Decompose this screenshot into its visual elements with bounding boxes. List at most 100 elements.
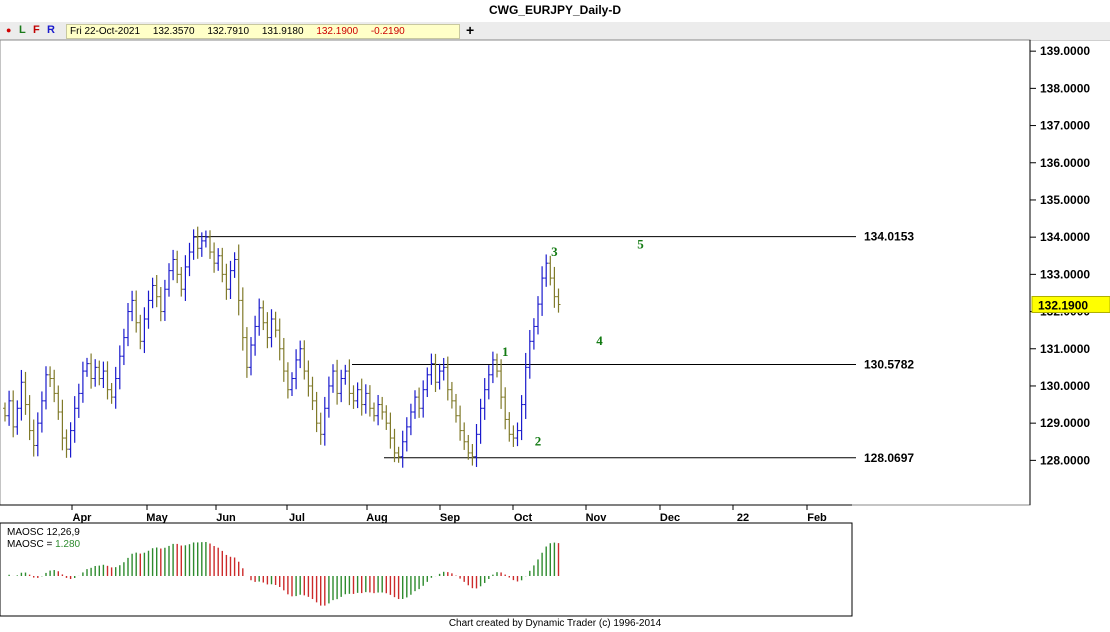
ohlc-bar <box>183 255 188 301</box>
ohlc-bar <box>536 296 540 335</box>
ohlc-bar <box>48 366 53 387</box>
ohlc-bar <box>413 390 417 419</box>
x-tick-label-2: Jun <box>216 512 236 524</box>
info-change: -0.2190 <box>370 26 405 37</box>
info-open: 132.3570 <box>152 26 195 37</box>
oscillator-bars <box>8 542 560 606</box>
ohlc-bar <box>195 226 200 259</box>
ohlc-bar <box>31 419 36 457</box>
ohlc-bar <box>249 337 253 376</box>
ohlc-bar <box>76 383 81 418</box>
ohlc-bar <box>392 428 397 463</box>
ohlc-bar <box>421 380 426 418</box>
y-tick-label-3: 131.0000 <box>1040 342 1090 356</box>
ohlc-bar <box>216 248 221 271</box>
ohlc-bar <box>294 349 299 390</box>
wave-label-5: 5 <box>637 236 644 251</box>
ohlc-bar <box>298 340 303 369</box>
ohlc-bar <box>511 425 516 447</box>
f-button[interactable]: F <box>33 24 40 36</box>
ohlc-bar <box>359 378 364 416</box>
ohlc-bar <box>93 359 98 387</box>
ohlc-bar <box>548 255 553 286</box>
l-button[interactable]: L <box>19 24 26 36</box>
info-close: 132.1900 <box>316 26 359 37</box>
ohlc-bar <box>97 360 102 386</box>
ohlc-bar <box>269 309 274 348</box>
ohlc-bar <box>109 382 114 404</box>
ohlc-bar <box>314 391 319 433</box>
ohlc-bar <box>556 288 561 313</box>
ohlc-bar <box>499 359 504 409</box>
oscillator-label: MAOSC 12,26,9 <box>7 527 80 538</box>
y-tick-label-0: 128.0000 <box>1040 453 1090 467</box>
record-dot-icon[interactable]: ● <box>6 25 12 35</box>
ohlc-bar <box>343 364 348 385</box>
ohlc-bar <box>462 422 467 450</box>
y-tick-label-8: 136.0000 <box>1040 156 1090 170</box>
ohlc-bar <box>322 396 327 446</box>
ohlc-bar <box>60 399 65 451</box>
ohlc-bar <box>3 402 7 422</box>
info-date: Fri 22-Oct-2021 <box>70 26 141 37</box>
ohlc-bar <box>347 359 352 406</box>
level-label-2: 128.0697 <box>864 451 914 465</box>
ohlc-bar <box>277 318 282 361</box>
ohlc-bar <box>7 390 12 426</box>
ohlc-bar <box>158 287 163 322</box>
ohlc-bar <box>142 307 147 354</box>
ohlc-bar <box>318 412 323 445</box>
ohlc-bar <box>72 396 77 443</box>
ohlc-bar <box>388 412 393 449</box>
ohlc-bar <box>396 446 401 463</box>
ohlc-bar <box>404 417 409 452</box>
ohlc-bar <box>113 366 118 409</box>
ohlc-bar <box>162 279 167 321</box>
ohlc-bar <box>417 387 422 418</box>
ohlc-bar <box>470 443 475 466</box>
y-tick-label-6: 134.0000 <box>1040 230 1090 244</box>
ohlc-bar <box>130 290 135 322</box>
x-tick-label-6: Oct <box>514 512 533 524</box>
x-tick-label-3: Jul <box>289 512 305 524</box>
ohlc-bar <box>253 315 258 356</box>
info-high: 132.7910 <box>207 26 250 37</box>
ohlc-bar <box>454 393 458 423</box>
ohlc-bar <box>240 287 245 351</box>
ohlc-bar <box>134 290 139 333</box>
y-tick-label-1: 129.0000 <box>1040 416 1090 430</box>
ohlc-bar <box>478 398 483 444</box>
ohlc-bar <box>23 371 28 415</box>
add-plus-icon[interactable]: + <box>466 22 475 38</box>
ohlc-bar <box>326 376 331 418</box>
r-button[interactable]: R <box>47 24 55 36</box>
ohlc-bar <box>437 363 442 390</box>
y-tick-label-2: 130.0000 <box>1040 379 1090 393</box>
ohlc-bar <box>56 385 61 420</box>
ohlc-bar <box>429 353 434 385</box>
ohlc-bar <box>302 340 307 380</box>
ohlc-bar <box>441 357 446 381</box>
ohlc-bar <box>527 329 532 379</box>
ohlc-bar <box>212 242 217 273</box>
ohlc-bar <box>187 242 192 277</box>
ohlc-bar <box>273 311 278 338</box>
ohlc-bar <box>519 395 524 441</box>
y-tick-label-9: 137.0000 <box>1040 119 1090 133</box>
ohlc-bar <box>138 314 143 350</box>
ohlc-bar <box>220 247 225 283</box>
ohlc-bar <box>507 412 512 442</box>
ohlc-bar <box>199 232 204 257</box>
y-tick-label-5: 133.0000 <box>1040 267 1090 281</box>
price-pane <box>0 39 1031 506</box>
ohlc-bar <box>44 366 48 410</box>
ohlc-bar <box>367 385 372 417</box>
ohlc-bar <box>64 429 69 458</box>
oscillator-value-label: MAOSC = 1.280 <box>7 539 81 550</box>
level-label-1: 130.5782 <box>864 357 914 371</box>
ohlc-bar <box>35 412 40 457</box>
y-tick-label-11: 139.0000 <box>1040 44 1090 58</box>
ohlc-bar <box>281 337 286 382</box>
y-tick-label-7: 135.0000 <box>1040 193 1090 207</box>
